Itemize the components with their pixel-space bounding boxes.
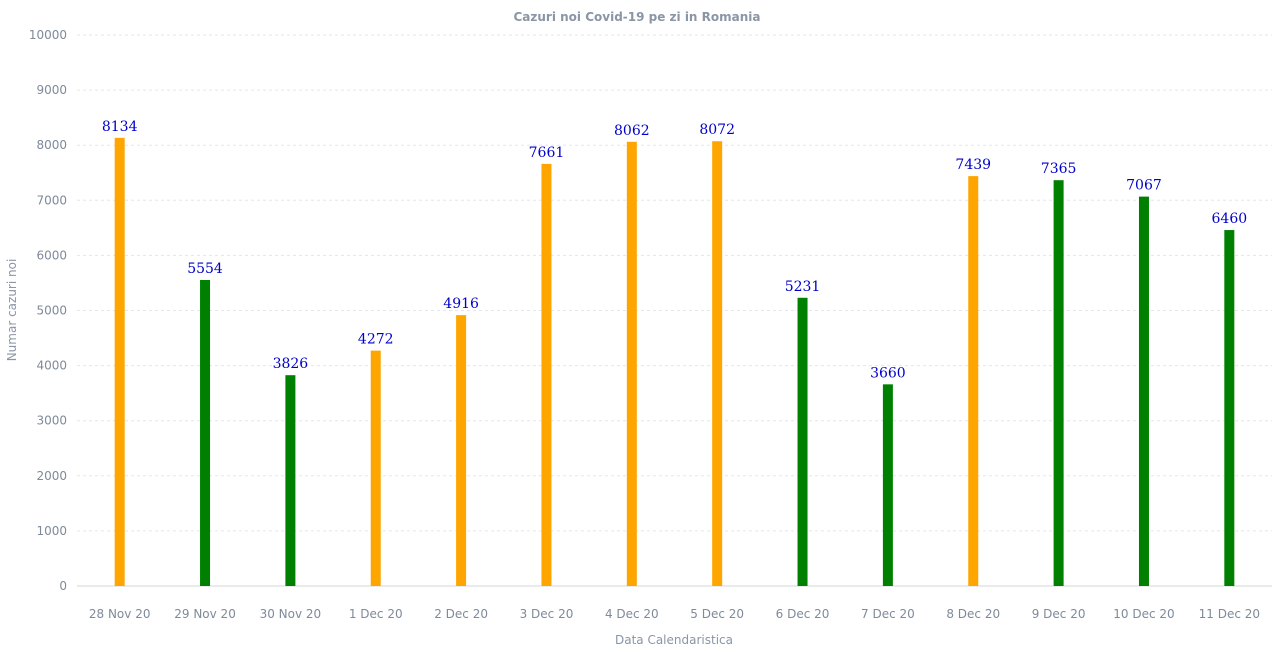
chart-title: Cazuri noi Covid-19 pe zi in Romania: [513, 10, 760, 24]
data-labels: 8134 5554 3826 4272 4916 7661 8062 8072 5231 3660…: [102, 119, 1247, 382]
data-label: 4272: [358, 332, 394, 348]
x-tick-label: 3 Dec 20: [520, 607, 574, 621]
x-tick-label: 10 Dec 20: [1113, 607, 1174, 621]
bars: [114, 137, 1235, 587]
bar: [1053, 180, 1064, 586]
data-label: 4916: [443, 296, 479, 312]
x-tick-label: 7 Dec 20: [861, 607, 915, 621]
bar: [797, 297, 808, 586]
y-tick-label: 0: [59, 579, 67, 593]
bar: [200, 279, 211, 586]
data-label: 7439: [955, 157, 991, 173]
y-tick-label: 3000: [36, 414, 67, 428]
y-tick-label: 10000: [29, 28, 67, 42]
y-tick-label: 6000: [36, 248, 67, 262]
y-axis-title: Numar cazuri noi: [5, 259, 19, 362]
x-tick-label: 29 Nov 20: [174, 607, 236, 621]
data-label: 3660: [870, 365, 906, 381]
bar: [626, 141, 637, 586]
y-tick-label: 5000: [36, 304, 67, 318]
bar: [1224, 230, 1235, 586]
y-tick-label: 4000: [36, 359, 67, 373]
bar: [712, 141, 723, 587]
x-tick-label: 30 Nov 20: [260, 607, 322, 621]
x-tick-label: 1 Dec 20: [349, 607, 403, 621]
y-tick-label: 9000: [36, 83, 67, 97]
y-axis-ticks: 0 1000 2000 3000 4000 5000 6000 7000 8000 9000 100…: [29, 28, 67, 593]
data-label: 5231: [785, 279, 821, 295]
x-axis-ticks: 28 Nov 20 29 Nov 20 30 Nov 20 1 Dec 20 2 Dec…: [89, 607, 1260, 621]
x-tick-label: 9 Dec 20: [1032, 607, 1086, 621]
bar: [285, 375, 296, 586]
x-axis-title: Data Calendaristica: [615, 633, 733, 647]
bar: [114, 137, 125, 587]
x-tick-label: 28 Nov 20: [89, 607, 151, 621]
x-tick-label: 5 Dec 20: [690, 607, 744, 621]
data-label: 7661: [529, 145, 565, 161]
bar: [882, 384, 893, 586]
bar: [541, 163, 552, 586]
x-tick-label: 4 Dec 20: [605, 607, 659, 621]
data-label: 6460: [1212, 211, 1248, 227]
gridlines: [77, 34, 1272, 532]
x-tick-label: 2 Dec 20: [434, 607, 488, 621]
data-label: 8062: [614, 123, 650, 139]
y-tick-label: 1000: [36, 524, 67, 538]
x-tick-label: 6 Dec 20: [776, 607, 830, 621]
y-tick-label: 8000: [36, 138, 67, 152]
data-label: 8134: [102, 119, 138, 135]
x-tick-label: 8 Dec 20: [946, 607, 1000, 621]
data-label: 8072: [699, 122, 735, 138]
bar: [1138, 196, 1149, 586]
bar: [370, 350, 381, 586]
y-tick-label: 7000: [36, 193, 67, 207]
data-label: 5554: [187, 261, 223, 277]
data-label: 3826: [273, 356, 309, 372]
bar: [456, 315, 467, 586]
y-tick-label: 2000: [36, 469, 67, 483]
x-tick-label: 11 Dec 20: [1199, 607, 1260, 621]
data-label: 7365: [1041, 161, 1077, 177]
bar: [968, 176, 979, 587]
data-label: 7067: [1126, 178, 1162, 194]
